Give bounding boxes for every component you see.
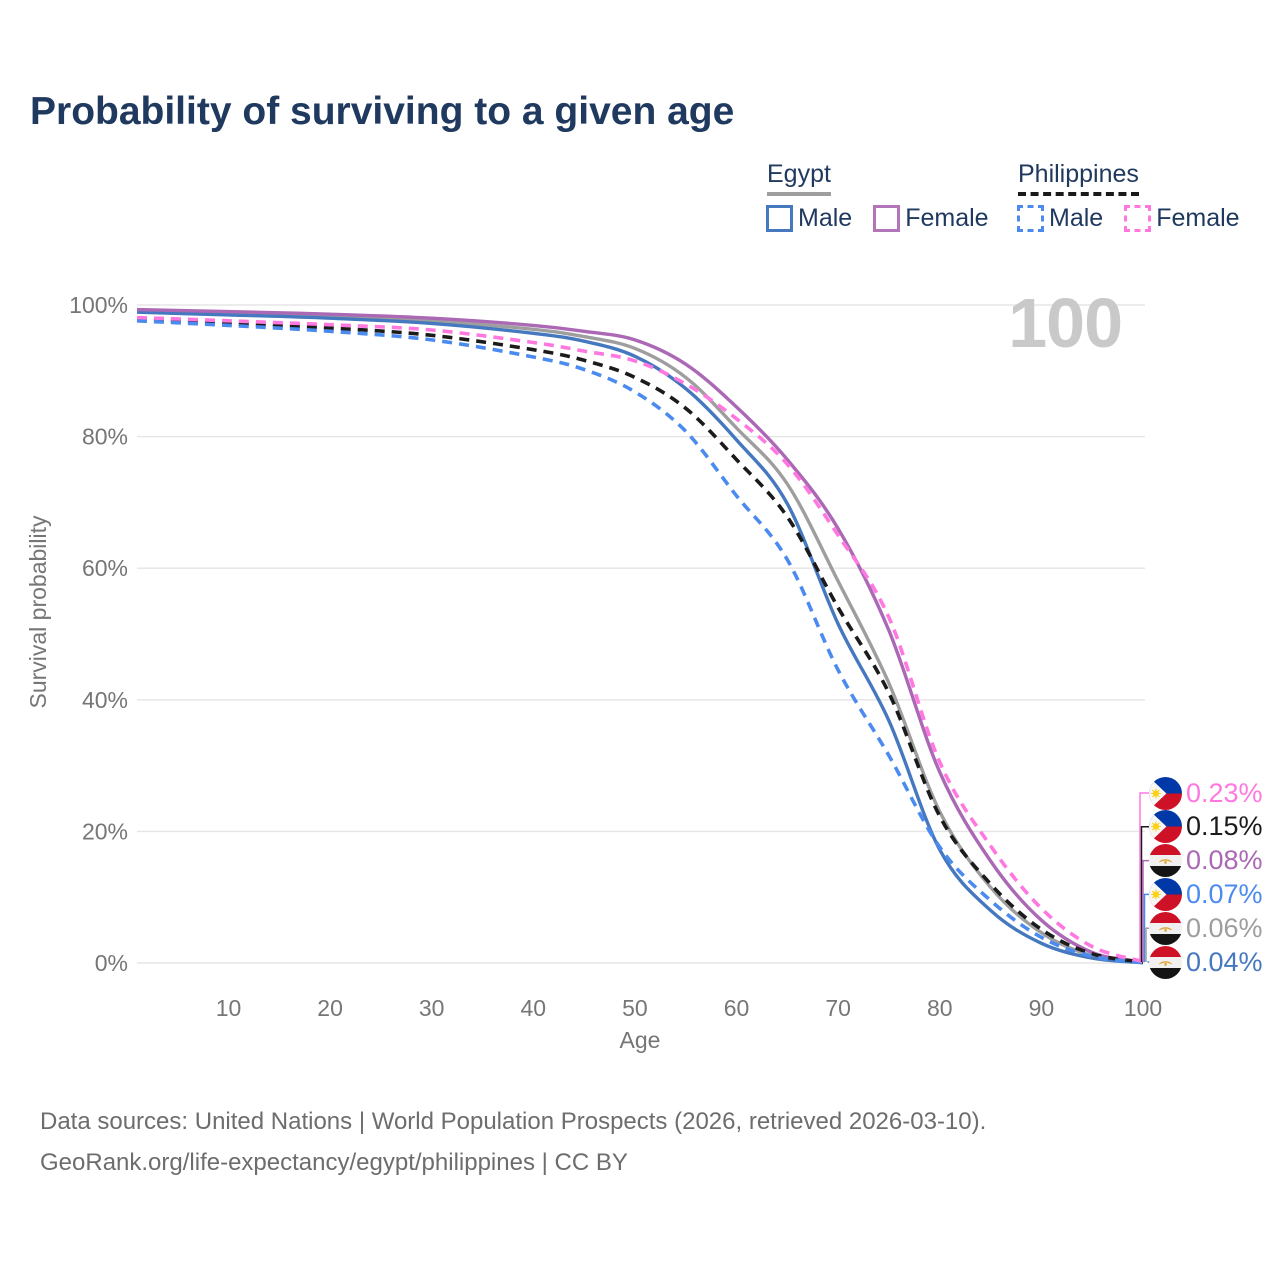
egypt-female-curve[interactable] [136,307,1144,965]
label-connector [1145,927,1150,962]
philippines-flag-icon [1149,810,1182,844]
philippines-female-curve[interactable] [136,315,1144,964]
value-text: 0.08% [1186,845,1263,876]
x-tick-label: 80 [927,995,953,1021]
age-counter-watermark: 100 [1008,284,1123,362]
page-title: Probability of surviving to a given age [30,90,735,133]
label-connector [1143,893,1150,962]
legend-row-philippines: Male Female [1017,202,1261,234]
egypt-flag-icon [1149,945,1182,979]
label-connector [1140,826,1150,962]
egypt-total-curve[interactable] [136,309,1144,965]
value-text: 0.07% [1186,878,1263,909]
legend-swatch-philippines-male[interactable] [1017,204,1044,232]
value-text: 0.15% [1186,811,1263,842]
value-text: 0.06% [1186,912,1263,943]
y-tick-label: 100% [69,292,128,318]
label-connector [1139,792,1150,962]
x-tick-label: 40 [521,995,547,1021]
philippines-flag-icon [1149,877,1182,911]
x-tick-label: 50 [622,995,648,1021]
label-connector [1142,859,1150,962]
y-tick-label: 20% [82,818,128,844]
value-text: 0.04% [1186,946,1263,977]
attribution-text: GeoRank.org/life-expectancy/egypt/philip… [40,1149,628,1176]
survival-value-label: 0.07% [1149,877,1263,911]
legend-swatch-philippines-female[interactable] [1124,204,1152,232]
legend-label-philippines-female[interactable]: Female [1156,203,1240,232]
value-text: 0.23% [1186,777,1263,808]
legend-label-egypt-female[interactable]: Female [905,203,989,232]
survival-value-label: 0.08% [1149,844,1263,878]
egypt-flag-icon [1149,911,1182,945]
philippines-male-curve[interactable] [136,319,1144,965]
legend-label-egypt-male[interactable]: Male [798,203,853,232]
x-tick-label: 100 [1124,995,1162,1021]
survival-value-label: 0.04% [1149,945,1263,979]
legend-group-egypt: Egypt [767,160,831,196]
legend-label-philippines-male[interactable]: Male [1049,203,1104,232]
y-tick-label: 60% [82,555,128,581]
x-tick-label: 20 [317,995,343,1021]
x-tick-label: 30 [419,995,445,1021]
survival-value-label: 0.23% [1149,776,1263,810]
survival-value-label: 0.06% [1149,911,1263,945]
legend-row-egypt: Male Female [766,202,1010,234]
y-tick-label: 0% [95,950,128,976]
y-axis-title: Survival probability [25,515,51,709]
data-sources-text: Data sources: United Nations | World Pop… [40,1108,987,1135]
legend-swatch-egypt-male[interactable] [766,204,793,232]
y-tick-label: 80% [82,424,128,450]
philippines-flag-icon [1149,776,1182,810]
legend-group-philippines: Philippines [1018,160,1139,196]
x-tick-label: 90 [1029,995,1055,1021]
x-tick-label: 70 [825,995,851,1021]
survival-value-label: 0.15% [1149,810,1263,844]
egypt-flag-icon [1149,844,1182,878]
egypt-male-curve[interactable] [136,310,1144,965]
x-axis-title: Age [620,1027,661,1053]
x-tick-label: 60 [724,995,750,1021]
y-tick-label: 40% [82,687,128,713]
philippines-total-curve[interactable] [136,317,1144,964]
legend-swatch-egypt-female[interactable] [873,204,901,232]
x-tick-label: 10 [216,995,242,1021]
